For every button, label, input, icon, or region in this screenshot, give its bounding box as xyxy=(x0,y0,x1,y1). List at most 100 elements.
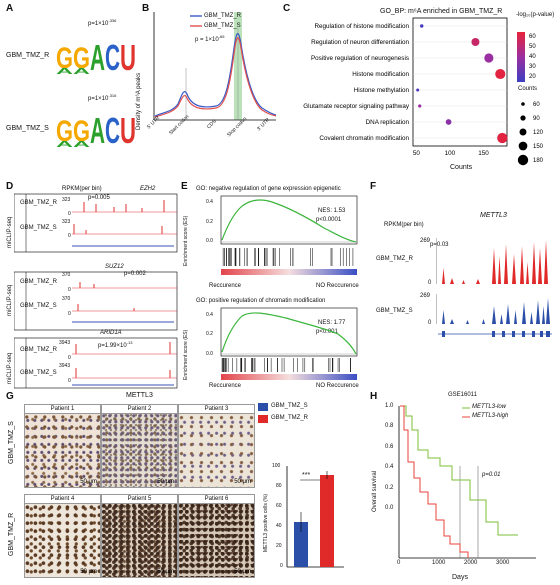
scale-bar: 50 μm xyxy=(234,569,251,575)
km-ytick-06: 0.6 xyxy=(385,444,394,450)
color-scale-tick: 60 xyxy=(529,34,536,40)
svg-text:U: U xyxy=(120,110,136,148)
motif-r-label: GBM_TMZ_R xyxy=(6,52,50,59)
go-term-label: Histone modification xyxy=(352,71,409,78)
d-r-label-3: GBM_TMZ_R xyxy=(20,347,58,353)
d-zero-s-3: 0 xyxy=(68,378,71,384)
d-rpkm-label: RPKM(per bin) xyxy=(62,186,102,192)
km-ytick-10: 1.0 xyxy=(385,403,394,409)
metagene-line-r xyxy=(154,33,277,117)
bar-ytick-100: 100 xyxy=(272,463,281,469)
go-xtick: 100 xyxy=(445,150,456,157)
panel-label-f: F xyxy=(370,181,377,192)
go-dot xyxy=(495,68,506,80)
d-s-label-3: GBM_TMZ_S xyxy=(20,370,57,376)
f-zero-r: 0 xyxy=(428,280,432,286)
d-max-s-3: 3943 xyxy=(59,363,71,369)
gsea-bottom-left: Reccurence xyxy=(209,383,242,389)
svg-text:A: A xyxy=(73,140,91,148)
gsea-top-title: GO: negative regulation of gene expressi… xyxy=(196,186,341,192)
ihc-tile-label: Patient 5 xyxy=(102,495,177,504)
size-legend-dot xyxy=(520,115,526,121)
gsea-top-rank xyxy=(221,269,357,275)
go-term-label: Glutamate receptor signaling pathway xyxy=(303,103,410,110)
ihc-tile-patient-6: Patient 6 50 μm xyxy=(178,494,255,578)
bar-gbm-tmz-r xyxy=(320,475,334,567)
go-dot xyxy=(445,119,452,125)
d-suz12-s-signal xyxy=(77,304,135,311)
size-legend-label: 150 xyxy=(533,144,544,150)
go-term-label: Histone methylation xyxy=(354,87,410,94)
ihc-tile-label: Patient 6 xyxy=(179,495,254,504)
ihc-tile-patient-4: Patient 4 50 μm xyxy=(24,494,101,578)
km-pvalue: p=0.01 xyxy=(482,472,501,478)
km-curve-low xyxy=(400,405,518,536)
legend-swatch-s xyxy=(258,403,268,411)
color-scale-tick: 50 xyxy=(529,44,536,50)
d-max-s-1: 323 xyxy=(62,219,71,225)
scale-bar: 50 μm xyxy=(80,569,97,575)
gsea-top-ytick-04: 0.4 xyxy=(206,199,213,205)
f-gene-label: METTL3 xyxy=(480,212,507,219)
d-zero-r-1: 0 xyxy=(68,211,71,217)
gsea-top-p: p<0.0001 xyxy=(316,217,342,223)
panel-label-h: H xyxy=(370,391,378,402)
d-ezh2-r-signal xyxy=(83,200,165,212)
svg-text:U: U xyxy=(120,37,136,75)
gsea-plots xyxy=(220,195,358,380)
motif-s-label: GBM_TMZ_S xyxy=(6,125,49,132)
size-legend-dot xyxy=(518,141,528,151)
go-dot xyxy=(418,104,422,108)
svg-text:G: G xyxy=(73,42,90,75)
motif-logo-s: G A G A A C U xyxy=(56,110,136,148)
color-scale-tick: 20 xyxy=(529,74,536,80)
ihc-tile-label: Patient 2 xyxy=(102,405,177,414)
gsea-bottom-ytick-04: 0.4 xyxy=(206,312,213,318)
d-ylabel-2: miCLIP-seq xyxy=(7,284,13,316)
size-legend-dot xyxy=(521,102,525,106)
panel-label-b: B xyxy=(142,3,150,14)
f-s-label: GBM_TMZ_S xyxy=(376,308,413,314)
metagene-plot xyxy=(153,12,277,121)
bar-significance: *** xyxy=(302,472,311,479)
svg-text:C: C xyxy=(105,110,120,148)
svg-text:G: G xyxy=(56,115,73,148)
d-p-suz12: p=0.002 xyxy=(124,271,146,277)
f-signal-s xyxy=(438,298,552,324)
legend-s: GBM_TMZ_S xyxy=(204,23,241,29)
go-term-label: Regulation of histone modification xyxy=(314,23,409,30)
gsea-bottom-p: p<0.001 xyxy=(316,329,338,335)
f-pvalue: p=0.03 xyxy=(430,242,449,248)
d-r-label-1: GBM_TMZ_R xyxy=(20,200,58,206)
ihc-tile-label: Patient 3 xyxy=(179,405,254,414)
d-suz12-r-signal xyxy=(79,282,95,288)
go-dot xyxy=(416,88,420,92)
gsea-top-ytick-02: 0.2 xyxy=(206,219,213,225)
km-ylabel: Overall survival xyxy=(372,470,378,512)
size-legend-label: 60 xyxy=(533,102,540,108)
size-legend-dot xyxy=(519,128,527,136)
gsea-top-ytick-00: 0.0 xyxy=(206,238,213,244)
km-xtick-3000: 3000 xyxy=(496,560,510,566)
panel-label-a: A xyxy=(6,3,14,14)
svg-text:A: A xyxy=(73,67,91,75)
bar-ytick-20: 20 xyxy=(276,543,282,549)
d-gene-ezh2: EZH2 xyxy=(140,186,156,192)
gsea-bottom-ytick-02: 0.2 xyxy=(206,331,213,337)
panel-label-e: E xyxy=(181,181,188,192)
go-dot xyxy=(497,132,508,144)
legend-swatch-r xyxy=(258,415,268,423)
d-s-label-1: GBM_TMZ_S xyxy=(20,225,57,231)
ihc-tile-patient-2: Patient 2 50 μm xyxy=(101,404,178,488)
d-arid1a-r-signal xyxy=(75,342,171,354)
ihc-row-r: GBM_TMZ_R xyxy=(8,512,15,556)
go-term-label: Positive regulation of neurogenesis xyxy=(311,55,409,62)
color-legend-title: -log₁₀(p-value) xyxy=(516,12,555,18)
go-dot xyxy=(471,38,480,46)
ihc-tile-patient-5: Patient 5 50 μm xyxy=(101,494,178,578)
ihc-row-s: GBM_TMZ_S xyxy=(8,421,15,464)
f-r-label: GBM_TMZ_R xyxy=(376,256,414,262)
ihc-tile-label: Patient 4 xyxy=(25,495,100,504)
d-gene-suz12: SUZ12 xyxy=(105,264,124,270)
size-legend-label: 90 xyxy=(533,116,540,122)
